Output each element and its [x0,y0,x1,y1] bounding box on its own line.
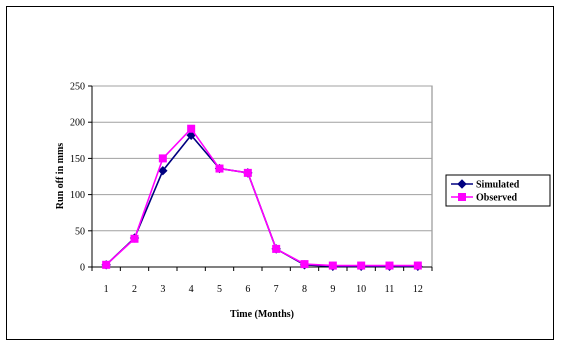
series-lines [101,124,423,271]
data-point-observed [130,234,139,243]
x-tick-label: 11 [385,284,395,295]
data-point-observed [328,261,337,270]
x-tick-label: 8 [302,284,307,295]
legend-marker-observed [458,193,466,201]
y-tick-label: 250 [70,82,85,93]
y-tick-label: 50 [75,226,85,237]
plot-area [91,85,433,268]
legend: Simulated Observed [445,174,551,207]
gridlines [92,85,432,232]
x-tick-label: 7 [274,284,279,295]
y-tick-label: 0 [80,263,85,274]
data-point-observed [243,168,252,177]
data-point-observed [102,260,111,269]
x-tick-label: 10 [356,284,366,295]
x-tick-label: 2 [132,284,137,295]
x-tick-label: 4 [189,284,194,295]
data-point-simulated [158,166,168,176]
data-point-observed [215,164,224,173]
x-tick-label: 9 [330,284,335,295]
legend-label-simulated: Simulated [476,180,520,191]
x-tick-label: 3 [160,284,165,295]
x-tick-labels: 1 2 3 4 5 6 7 8 9 10 11 12 [104,284,423,295]
x-tick-label: 6 [245,284,250,295]
x-tick-label: 1 [104,284,109,295]
legend-marker-simulated [457,179,467,189]
y-tick-label: 150 [70,154,85,165]
y-tick-label: 100 [70,190,85,201]
data-point-observed [357,261,366,270]
series-line-observed [105,127,418,267]
legend-entries: Simulated Observed [451,179,520,204]
x-axis-title: Time (Months) [230,309,294,320]
x-tick-label: 5 [217,284,222,295]
series-observed [102,124,422,270]
data-point-observed [300,260,309,269]
data-point-simulated [186,130,196,140]
axes [88,85,433,271]
y-tick-label: 200 [70,118,85,129]
y-tick-labels: 0 50 100 150 200 250 [70,82,85,274]
legend-label-observed: Observed [476,193,518,204]
data-point-observed [272,244,281,253]
data-point-observed [385,261,394,270]
data-point-observed [187,124,196,133]
x-tick-label: 12 [413,284,423,295]
data-point-observed [413,261,422,270]
y-axis-title: Run off in mms [55,143,66,210]
data-point-observed [158,154,167,163]
